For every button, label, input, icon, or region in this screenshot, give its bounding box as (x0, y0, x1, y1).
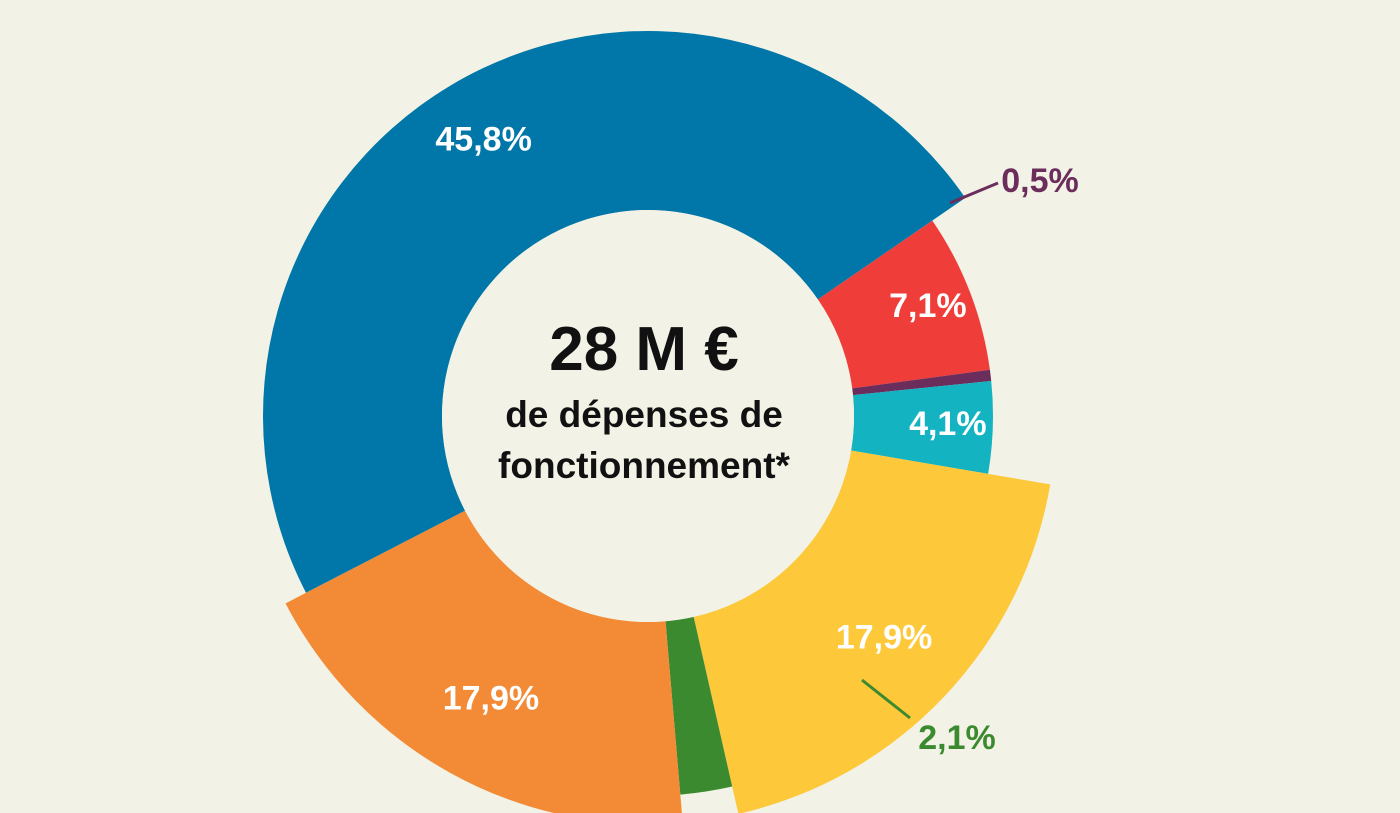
donut-slice-2 (852, 369, 992, 396)
slice-label-1: 7,1% (889, 287, 967, 325)
slice-label-7: 45,8% (435, 120, 531, 158)
center-label: 28 M € de dépenses de fonctionnement* (498, 315, 790, 486)
slice-label-3: 4,1% (909, 405, 987, 443)
slice-label-6: 17,9% (443, 680, 539, 718)
center-caption-line-2: fonctionnement* (498, 445, 790, 486)
leader-lines-group (861, 181, 999, 720)
slice-label-4: 17,9% (836, 618, 932, 656)
donut-slice-5 (665, 616, 733, 795)
leader-line-5 (861, 678, 911, 720)
donut-hole (442, 210, 854, 622)
slice-label-2: 0,5% (1001, 162, 1079, 200)
slice-label-5: 2,1% (918, 719, 996, 757)
slice-labels-group: 7,1% 0,5% 4,1% 17,9% 2,1% 17,9% 45,8% (435, 120, 1078, 757)
donut-slice-1 (817, 220, 990, 389)
donut-slice-3 (851, 381, 993, 474)
donut-slice-6 (285, 510, 682, 813)
donut-slice-7 (263, 31, 966, 593)
center-amount: 28 M € (549, 315, 739, 384)
slices-group (263, 31, 1051, 813)
leader-line-2 (949, 181, 999, 205)
center-caption-line-1: de dépenses de (505, 394, 783, 435)
donut-slice-4 (693, 450, 1051, 813)
